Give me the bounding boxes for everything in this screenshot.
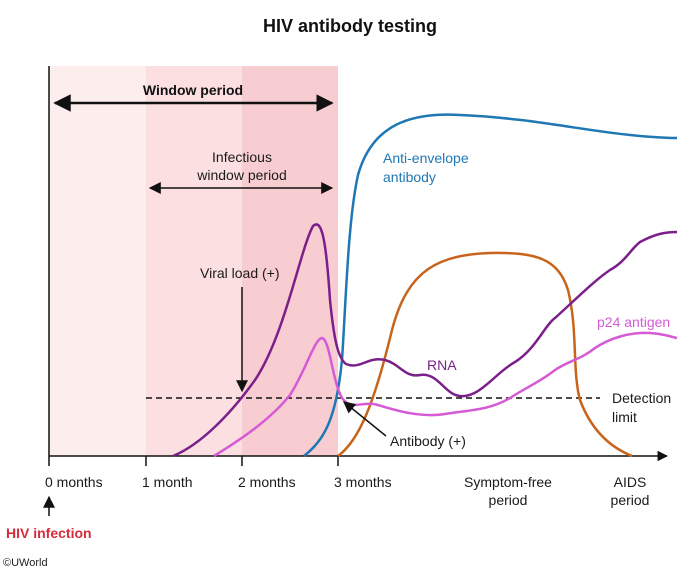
aids-label-line1: AIDS — [614, 474, 647, 490]
infectious-window-label-line2: window period — [196, 167, 287, 183]
rna-label: RNA — [427, 357, 457, 373]
diagram-title: HIV antibody testing — [263, 16, 437, 36]
p24-antigen-label: p24 antigen — [597, 314, 670, 330]
detection-limit-label-line1: Detection — [612, 390, 671, 406]
detection-limit-label-line2: limit — [612, 409, 637, 425]
antibody-orange-curve — [337, 251, 633, 458]
tick-3-months: 3 months — [334, 474, 392, 490]
hiv-infection-label: HIV infection — [6, 525, 92, 541]
aids-label-line2: period — [611, 492, 650, 508]
window-shade-light — [49, 66, 146, 456]
viral-load-label: Viral load (+) — [200, 265, 280, 281]
symptom-free-label-line2: period — [489, 492, 528, 508]
antibody-arrow — [343, 401, 387, 437]
tick-0-months: 0 months — [45, 474, 103, 490]
window-shade-mid — [146, 66, 242, 456]
anti-envelope-label-line1: Anti-envelope — [383, 150, 469, 166]
x-axis-ticks — [48, 456, 339, 466]
symptom-free-label-line1: Symptom-free — [464, 474, 552, 490]
tick-1-month: 1 month — [142, 474, 193, 490]
anti-envelope-label-line2: antibody — [383, 169, 436, 185]
rna-curve — [172, 223, 678, 458]
window-shade-dark — [242, 66, 338, 456]
copyright-text: ©UWorld — [3, 557, 48, 569]
p24-antigen-curve — [213, 331, 678, 458]
infectious-window-label-line1: Infectious — [212, 149, 272, 165]
anti-envelope-antibody-curve — [303, 113, 678, 457]
antibody-label: Antibody (+) — [390, 433, 466, 449]
window-period-label: Window period — [143, 82, 243, 98]
tick-2-months: 2 months — [238, 474, 296, 490]
